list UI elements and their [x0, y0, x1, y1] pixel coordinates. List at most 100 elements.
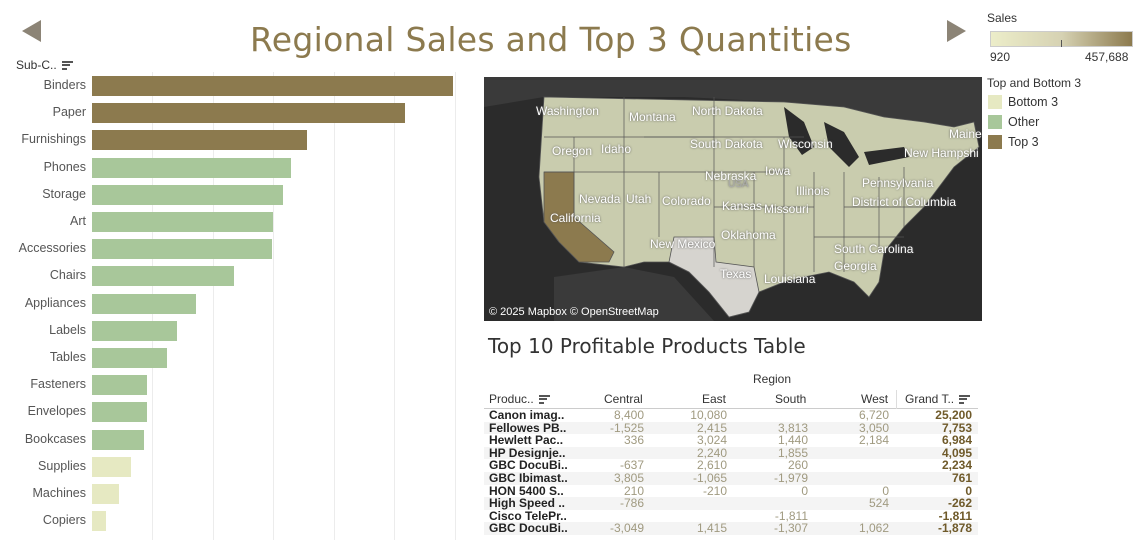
col-head-product-label: Produc.. — [489, 392, 534, 406]
cell-grand-total: -1,878 — [937, 521, 972, 536]
bar-category-label: Tables — [49, 350, 86, 364]
cell-south: 1,440 — [777, 433, 808, 448]
bar-chairs[interactable] — [92, 266, 235, 287]
table-row[interactable]: GBC DocuBi.. -637 2,610 260 2,234 — [484, 458, 978, 473]
col-head-west: West — [861, 392, 889, 406]
cell-east: -210 — [702, 483, 727, 498]
bar-category-label: Furnishings — [21, 132, 86, 147]
legend-label-other: Other — [1008, 115, 1040, 129]
sales-legend-min: 920 — [990, 50, 1011, 64]
bar-category-label: Copiers — [42, 513, 86, 528]
bar-art[interactable] — [92, 212, 274, 232]
cell-east: 1,415 — [696, 521, 727, 536]
bar-fasteners[interactable] — [92, 375, 148, 396]
table-row[interactable]: Hewlett Pac.. 336 3,024 1,440 2,184 6,984 — [484, 433, 978, 448]
bar-tables[interactable] — [92, 348, 167, 368]
col-head-grand-total: Grand T.. — [905, 392, 971, 406]
previous-arrow-icon[interactable] — [22, 20, 41, 42]
cell-west: 6,720 — [858, 408, 889, 422]
bar-machines[interactable] — [92, 484, 119, 504]
bar-row: Bookcases — [0, 426, 480, 453]
table-row[interactable]: GBC DocuBi.. -3,049 1,415 -1,307 1,062 -1,878 — [484, 521, 978, 536]
bar-row: Labels — [0, 317, 480, 344]
legend-item-bottom3[interactable]: Bottom 3 — [988, 95, 1058, 109]
bar-gridline — [454, 72, 456, 540]
bar-row: Copiers — [0, 507, 480, 534]
state-label-south-dakota: South Dakota — [690, 137, 763, 151]
state-label-pennsylvania: Pennsylvania — [862, 176, 934, 190]
cell-east: 10,080 — [690, 408, 727, 422]
bar-row: Furnishings — [0, 126, 480, 153]
bar-phones[interactable] — [92, 157, 291, 178]
state-label-colorado: Colorado — [662, 194, 711, 208]
dashboard-title: Regional Sales and Top 3 Quantities — [250, 20, 852, 59]
product-name: GBC DocuBi.. — [489, 458, 568, 473]
bar-category-label: Envelopes — [27, 404, 86, 419]
legend-item-other[interactable]: Other — [988, 115, 1039, 129]
cell-south: 1,855 — [777, 445, 808, 460]
legend-label-bottom3: Bottom 3 — [1008, 95, 1059, 109]
bar-accessories[interactable] — [92, 239, 272, 260]
cell-central: 336 — [623, 433, 644, 448]
sort-icon[interactable] — [61, 60, 73, 70]
bar-bookcases[interactable] — [92, 429, 145, 450]
legend-swatch-bottom3 — [988, 95, 1002, 109]
bar-gridline — [273, 72, 275, 540]
bar-furnishings[interactable] — [92, 130, 308, 151]
bar-copiers[interactable] — [92, 511, 107, 532]
cell-east: 2,610 — [696, 458, 727, 473]
bar-labels[interactable] — [92, 320, 177, 341]
state-label-south-carolina: South Carolina — [834, 242, 914, 256]
state-label-illinois: Illinois — [796, 184, 830, 198]
cell-east: 2,415 — [696, 420, 727, 435]
table-row[interactable]: Cisco TelePr.. -1,811 -1,811 — [484, 509, 978, 523]
col-head-east: East — [702, 392, 727, 406]
table-row[interactable]: High Speed .. -786 524 -262 — [484, 496, 978, 511]
state-label-iowa: Iowa — [765, 164, 791, 178]
bar-appliances[interactable] — [92, 293, 197, 314]
state-label-idaho: Idaho — [601, 142, 632, 156]
cell-grand-total: 7,753 — [941, 420, 972, 435]
state-label-california: California — [550, 211, 601, 225]
bar-supplies[interactable] — [92, 456, 132, 477]
cell-central: -1,525 — [609, 420, 644, 435]
sales-legend-title: Sales — [987, 11, 1018, 25]
legend-item-top3[interactable]: Top 3 — [988, 135, 1039, 149]
us-sales-map[interactable]: Washington Montana North Dakota Oregon I… — [484, 77, 982, 321]
bar-row: Supplies — [0, 453, 480, 480]
table-row[interactable]: Fellowes PB.. -1,525 2,415 3,813 3,050 7,753 — [484, 420, 978, 435]
state-label-oklahoma: Oklahoma — [721, 228, 776, 242]
state-label-maine: Maine — [949, 127, 982, 141]
bar-storage[interactable] — [92, 184, 283, 205]
bar-row: Machines — [0, 480, 480, 507]
cell-grand-total: 6,984 — [941, 433, 972, 448]
state-label-new-hampshire: New Hampshi — [904, 146, 979, 160]
map-attribution[interactable]: © 2025 Mapbox © OpenStreetMap — [489, 306, 659, 318]
grand-total-sort-icon[interactable] — [959, 394, 971, 404]
product-sort-icon[interactable] — [538, 394, 550, 404]
bar-category-label: Storage — [42, 186, 86, 201]
state-label-oregon: Oregon — [552, 144, 593, 158]
cell-central: -3,049 — [609, 521, 644, 536]
product-name: Hewlett Pac.. — [489, 433, 564, 448]
col-head-grand-total-label: Grand T.. — [905, 392, 955, 406]
bar-row: Art — [0, 208, 480, 235]
cell-west: 524 — [868, 496, 889, 511]
bar-gridline — [212, 72, 214, 540]
state-label-missouri: Missouri — [764, 202, 809, 216]
bar-envelopes[interactable] — [92, 402, 147, 423]
bar-paper[interactable] — [92, 103, 405, 124]
next-arrow-icon[interactable] — [947, 20, 966, 42]
bar-binders[interactable] — [92, 76, 453, 96]
state-label-georgia: Georgia — [834, 259, 877, 273]
product-name: HON 5400 S.. — [489, 483, 564, 498]
table-row[interactable]: Canon imag.. 8,400 10,080 6,720 25,200 — [484, 408, 978, 422]
state-label-washington: Washington — [536, 104, 599, 118]
table-row[interactable]: GBC Ibimast.. 3,805 -1,065 -1,979 761 — [484, 471, 978, 485]
bar-category-label: Binders — [43, 78, 86, 92]
col-head-product: Produc.. — [489, 392, 550, 406]
bar-category-label: Bookcases — [24, 431, 86, 446]
table-row[interactable]: HP Designje.. 2,240 1,855 4,095 — [484, 445, 978, 460]
cell-grand-total: 761 — [951, 471, 972, 485]
